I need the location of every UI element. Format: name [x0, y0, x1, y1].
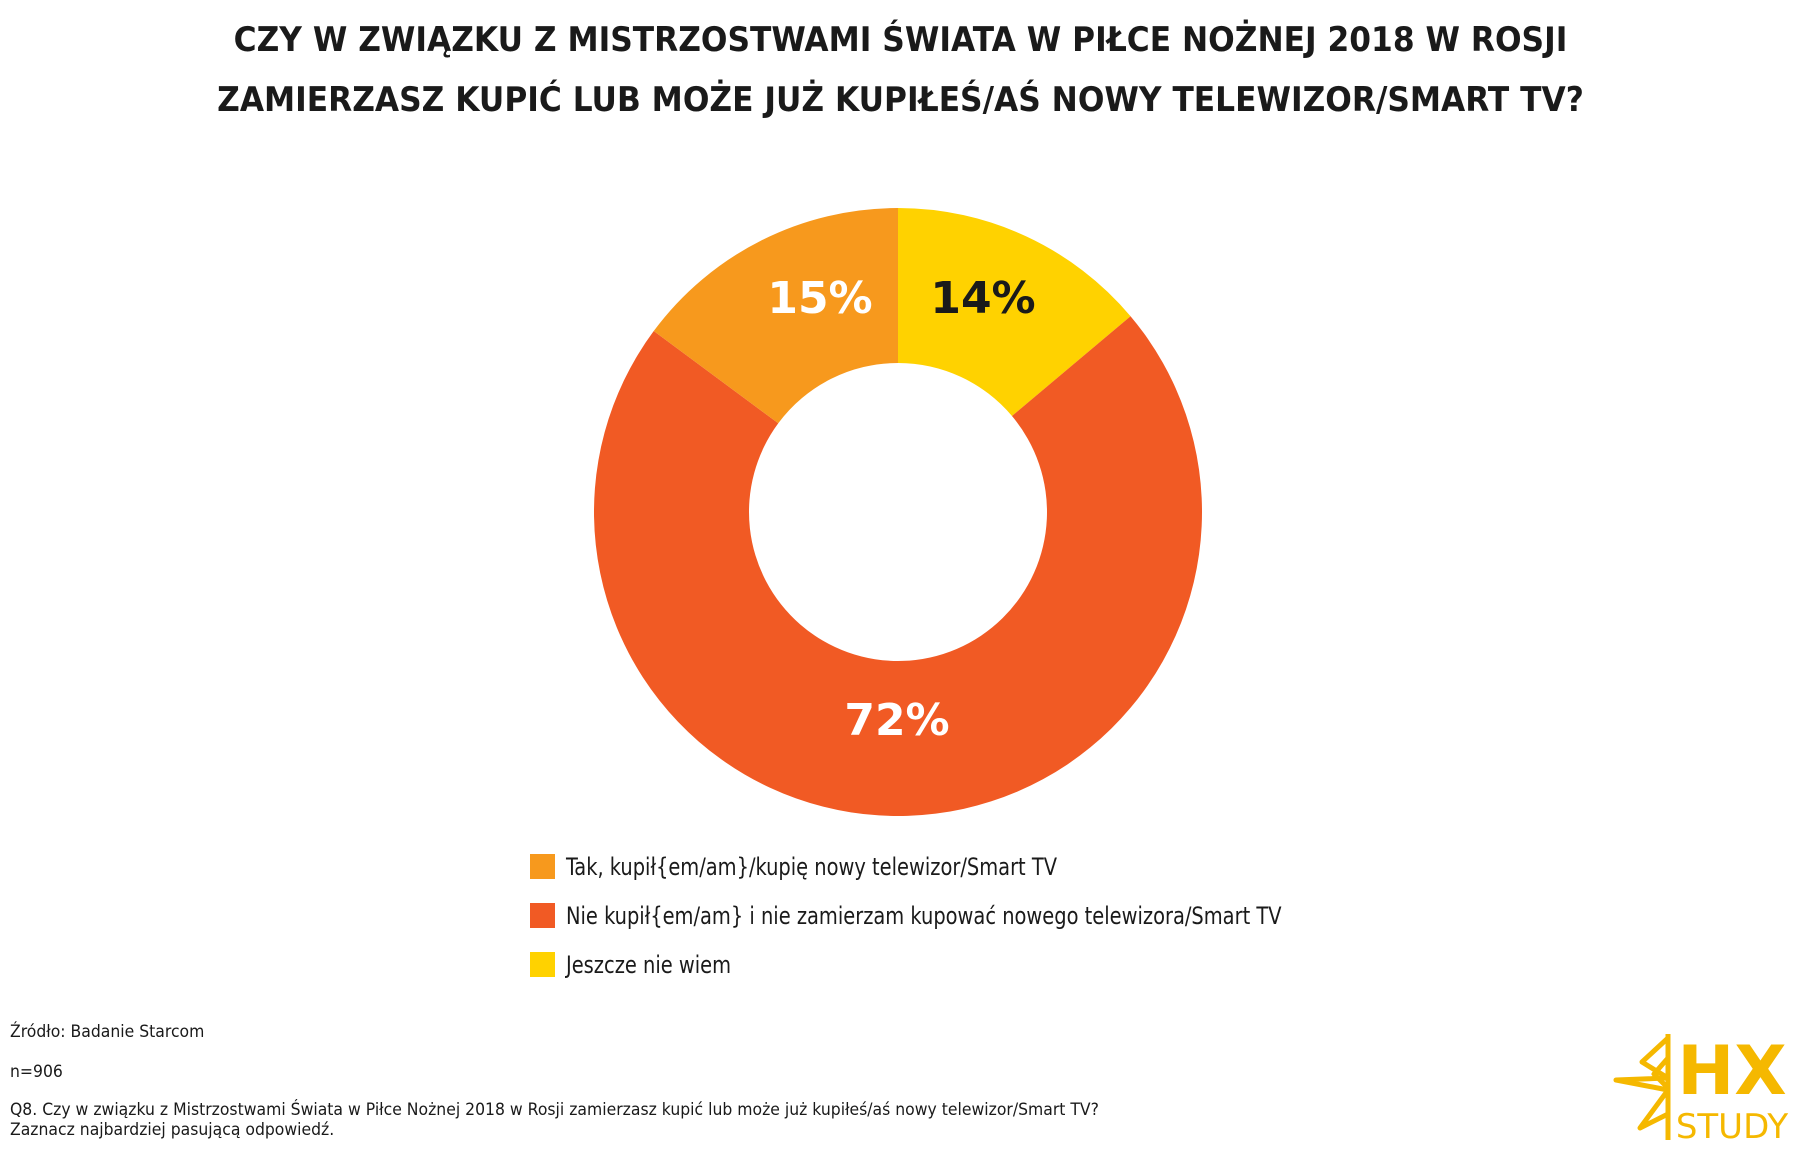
legend-item-dont-know: Jeszcze nie wiem	[530, 940, 1361, 989]
legend-item-no: Nie kupił{em/am} i nie zamierzam kupować…	[530, 891, 1361, 940]
legend-label-dont-know: Jeszcze nie wiem	[566, 950, 732, 979]
sample-size: n=906	[10, 1062, 63, 1082]
source-note: Źródło: Badanie Starcom	[10, 1022, 205, 1042]
legend-label-no: Nie kupił{em/am} i nie zamierzam kupować…	[566, 901, 1282, 930]
legend-swatch-no	[530, 903, 555, 928]
legend-item-yes: Tak, kupił{em/am}/kupię nowy telewizor/S…	[530, 842, 1361, 891]
slice-yes-label: 15%	[767, 273, 872, 324]
chart-title: CZY W ZWIĄZKU Z MISTRZOSTWAMI ŚWIATA W P…	[72, 10, 1729, 130]
slice-dont-know-label: 14%	[930, 273, 1035, 324]
logo-text-study: STUDY	[1676, 1107, 1789, 1146]
slice-no-label: 72%	[844, 695, 949, 746]
starburst-icon	[1613, 1034, 1671, 1140]
chart-legend: Tak, kupił{em/am}/kupię nowy telewizor/S…	[530, 842, 1361, 989]
question-text-line-1: Q8. Czy w związku z Mistrzostwami Świata…	[10, 1100, 1099, 1120]
chart-title-line-1: CZY W ZWIĄZKU Z MISTRZOSTWAMI ŚWIATA W P…	[233, 20, 1568, 60]
question-text-line-2: Zaznacz najbardziej pasującą odpowiedź.	[10, 1120, 335, 1140]
chart-title-line-2: ZAMIERZASZ KUPIĆ LUB MOŻE JUŻ KUPIŁEŚ/AŚ…	[217, 80, 1584, 120]
logo-text-hx: HX	[1677, 1032, 1786, 1111]
legend-swatch-yes	[530, 854, 555, 879]
legend-swatch-dont-know	[530, 952, 555, 977]
hx-study-logo: HX STUDY	[1613, 1032, 1789, 1146]
slice-dont-know	[898, 208, 1131, 417]
donut-slices	[593, 208, 1202, 817]
donut-slice-labels: 14% 72% 15%	[767, 273, 1035, 746]
slice-no	[593, 316, 1202, 817]
slice-yes	[653, 208, 898, 424]
legend-label-yes: Tak, kupił{em/am}/kupię nowy telewizor/S…	[566, 852, 1058, 881]
